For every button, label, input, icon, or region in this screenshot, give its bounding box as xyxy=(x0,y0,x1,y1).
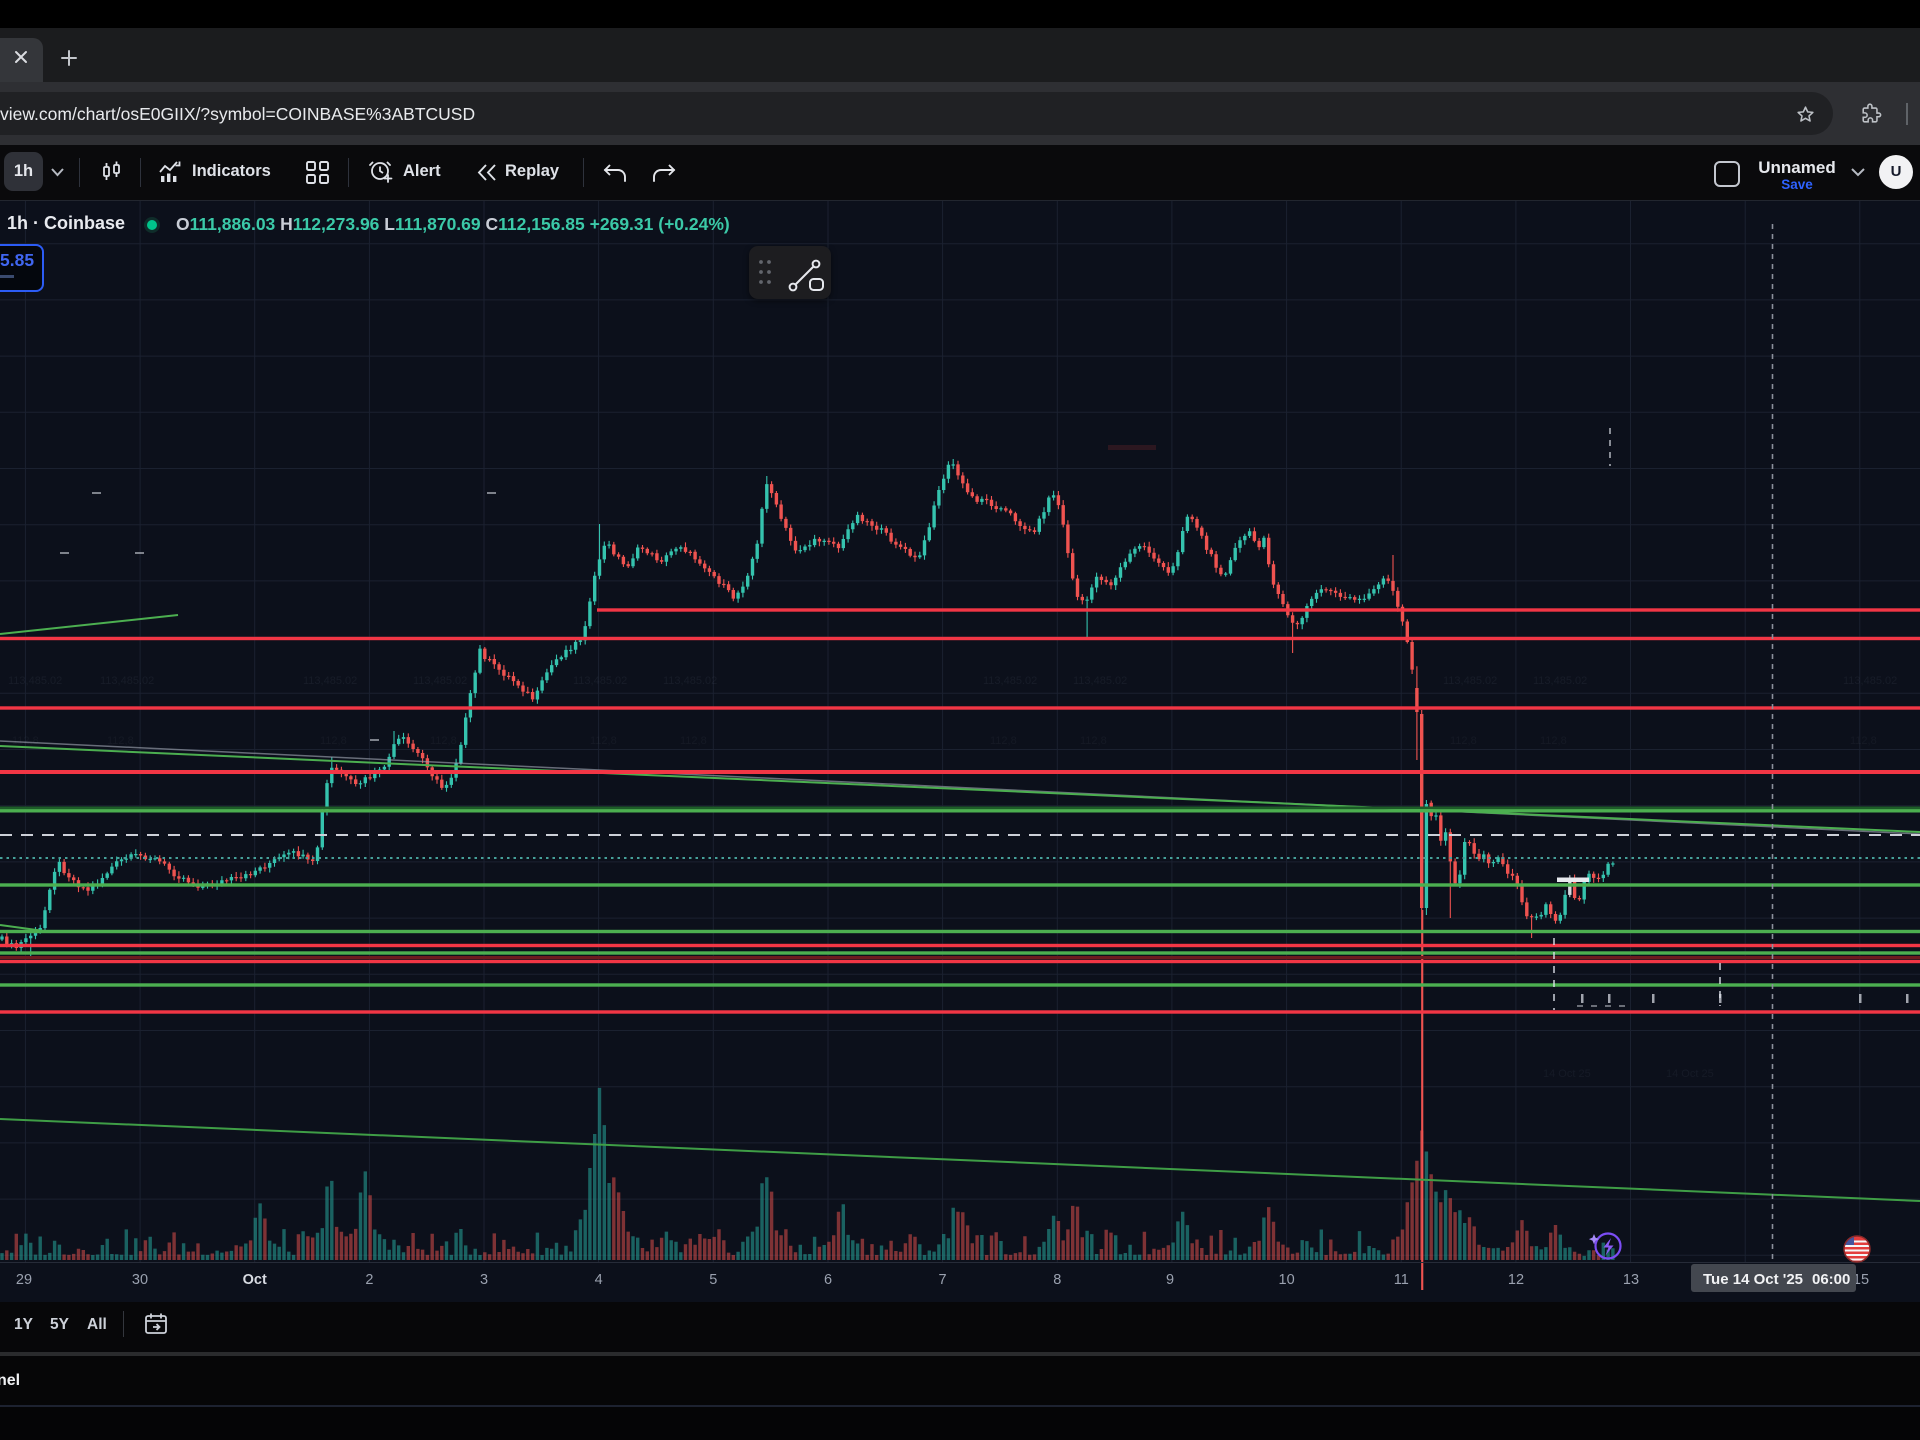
svg-text:112,8: 112,8 xyxy=(1080,735,1107,747)
svg-text:12: 12 xyxy=(1508,1272,1524,1288)
svg-text:113,485.02: 113,485.02 xyxy=(413,675,467,687)
svg-text:112,8: 112,8 xyxy=(1540,735,1567,747)
svg-text:13: 13 xyxy=(1623,1272,1639,1288)
svg-text:5: 5 xyxy=(709,1272,717,1288)
svg-text:113,485.02: 113,485.02 xyxy=(983,675,1037,687)
svg-text:3: 3 xyxy=(480,1272,488,1288)
svg-text:15: 15 xyxy=(1853,1272,1869,1288)
svg-text:112,8: 112,8 xyxy=(430,735,457,747)
svg-text:14 Oct 25: 14 Oct 25 xyxy=(1543,1068,1591,1080)
svg-text:113,485.02: 113,485.02 xyxy=(1843,675,1897,687)
svg-text:113,485.02: 113,485.02 xyxy=(8,675,62,687)
svg-text:112,8: 112,8 xyxy=(990,735,1017,747)
svg-text:112,8: 112,8 xyxy=(12,735,39,747)
svg-text:112,8: 112,8 xyxy=(680,735,707,747)
svg-text:14 Oct 25: 14 Oct 25 xyxy=(1666,1068,1714,1080)
svg-text:6: 6 xyxy=(824,1272,832,1288)
svg-text:112,8: 112,8 xyxy=(107,735,134,747)
svg-text:113,485.02: 113,485.02 xyxy=(573,675,627,687)
svg-text:113,485.02: 113,485.02 xyxy=(1073,675,1127,687)
svg-text:113,485.02: 113,485.02 xyxy=(100,675,154,687)
svg-text:113,485.02: 113,485.02 xyxy=(303,675,357,687)
svg-text:113,485.02: 113,485.02 xyxy=(1533,675,1587,687)
svg-text:9: 9 xyxy=(1166,1272,1174,1288)
svg-text:Oct: Oct xyxy=(243,1272,267,1288)
svg-text:11: 11 xyxy=(1394,1272,1409,1288)
svg-text:Tue 14 Oct '25: Tue 14 Oct '25 xyxy=(1703,1271,1803,1288)
svg-text:113,485.02: 113,485.02 xyxy=(663,675,717,687)
svg-text:29: 29 xyxy=(16,1272,32,1288)
svg-text:4: 4 xyxy=(595,1272,603,1288)
svg-text:112,8: 112,8 xyxy=(1850,735,1877,747)
svg-text:112,8: 112,8 xyxy=(320,735,347,747)
svg-text:06:00: 06:00 xyxy=(1812,1271,1850,1288)
svg-text:7: 7 xyxy=(939,1272,947,1288)
svg-text:10: 10 xyxy=(1279,1272,1295,1288)
svg-text:112,8: 112,8 xyxy=(1450,735,1477,747)
svg-text:2: 2 xyxy=(365,1272,373,1288)
svg-text:113,485.02: 113,485.02 xyxy=(1443,675,1497,687)
svg-text:8: 8 xyxy=(1053,1272,1061,1288)
svg-text:112,8: 112,8 xyxy=(590,735,617,747)
svg-text:30: 30 xyxy=(132,1272,148,1288)
